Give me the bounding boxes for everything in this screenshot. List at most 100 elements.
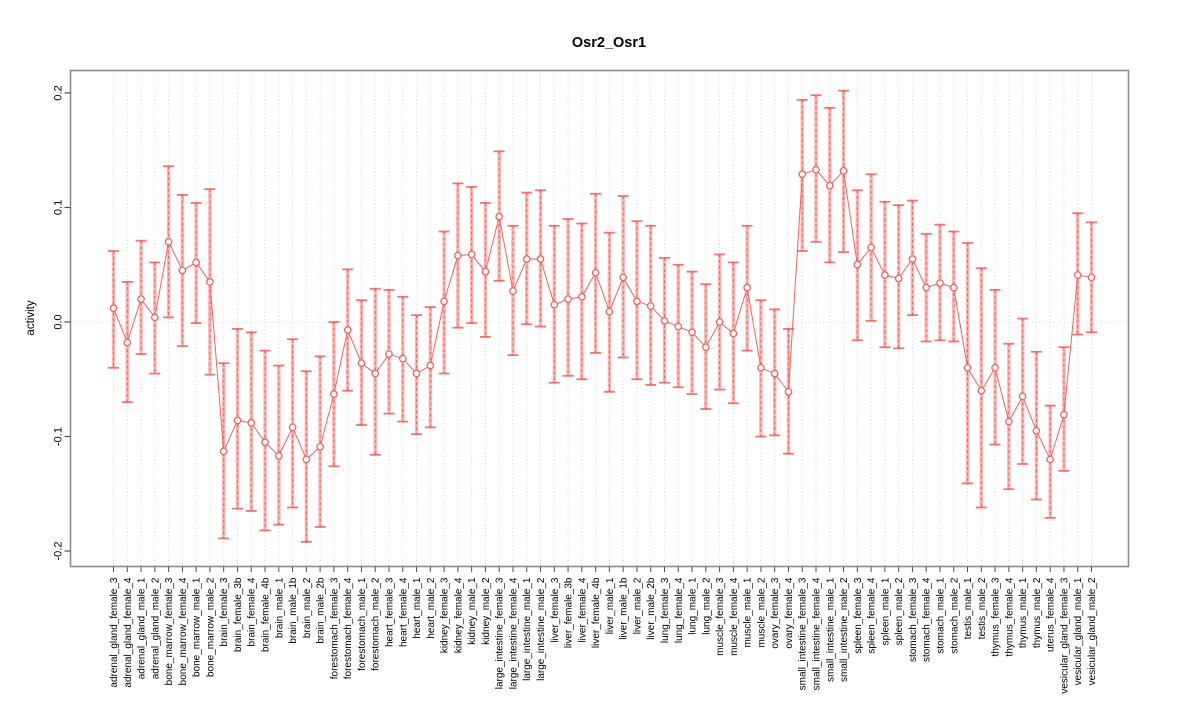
- x-tick-label: brain_female_3: [219, 577, 230, 646]
- data-point: [715, 318, 724, 326]
- data-point: [853, 260, 862, 269]
- x-tick-label: bone_marrow_male_2: [205, 577, 216, 677]
- x-tick-label: spleen_female_3: [853, 577, 864, 654]
- data-point: [564, 295, 572, 303]
- data-point: [495, 212, 504, 221]
- data-point: [247, 418, 256, 427]
- x-tick-label: large_intestine_male_1: [522, 577, 533, 681]
- x-tick-label: thymus_female_4: [1004, 577, 1015, 656]
- x-tick-label: brain_female_3b: [233, 577, 244, 652]
- data-point: [798, 170, 807, 179]
- data-point: [536, 255, 545, 263]
- x-axis-labels: adrenal_gland_female_3 adrenal_gland_fema…: [109, 577, 1098, 694]
- x-tick-label: forestomach_male_2: [371, 577, 382, 671]
- data-point: [150, 313, 159, 322]
- x-tick-label: liver_male_2b: [646, 577, 657, 640]
- data-point: [330, 390, 338, 398]
- data-point: [688, 328, 696, 337]
- data-point: [701, 343, 710, 352]
- data-point: [219, 447, 228, 456]
- x-tick-label: kidney_female_4: [453, 577, 464, 653]
- data-point: [467, 250, 476, 259]
- x-tick-label: large_intestine_female_3: [495, 577, 506, 689]
- data-point: [1046, 455, 1055, 464]
- data-point: [1073, 271, 1082, 279]
- y-tick-label: -0.2: [53, 542, 65, 561]
- x-tick-label: stomach_male_2: [949, 577, 960, 654]
- data-point: [784, 388, 793, 396]
- x-tick-label: kidney_male_1: [467, 577, 478, 645]
- x-tick-label: liver_male_1b: [619, 577, 630, 640]
- x-tick-label: testis_male_2: [977, 577, 988, 639]
- data-point: [936, 279, 944, 287]
- data-point: [123, 338, 132, 347]
- x-tick-label: brain_male_1: [274, 577, 285, 638]
- data-point: [660, 316, 669, 325]
- y-tick-label: -0.1: [53, 427, 65, 446]
- data-point: [867, 243, 875, 252]
- x-tick-label: thymus_female_3: [991, 577, 1002, 656]
- data-point: [412, 369, 421, 378]
- vertical-gridlines: [113, 70, 1092, 567]
- plot-border: [69, 69, 1130, 568]
- x-tick-label: small_intestine_female_4: [812, 577, 823, 690]
- x-tick-label: liver_female_4: [577, 577, 588, 642]
- x-tick-label: testis_male_1: [963, 577, 974, 639]
- data-point: [371, 369, 380, 378]
- x-tick-label: uterus_female_4: [1046, 577, 1057, 652]
- x-tick-label: thymus_male_1: [1018, 577, 1029, 648]
- x-tick-label: adrenal_gland_male_2: [150, 577, 161, 679]
- data-point: [674, 322, 683, 331]
- data-point: [949, 283, 958, 292]
- x-tick-label: brain_male_2b: [316, 577, 327, 644]
- data-points: [109, 165, 1096, 464]
- data-point: [481, 267, 490, 276]
- x-tick-label: brain_male_1b: [288, 577, 299, 644]
- x-tick-label: ovary_female_3: [770, 577, 781, 649]
- x-tick-label: heart_male_2: [426, 577, 437, 639]
- x-tick-label: heart_female_3: [384, 577, 395, 647]
- data-point: [233, 416, 242, 425]
- x-tick-label: brain_male_2: [302, 577, 313, 638]
- y-tick-label: 0.2: [53, 85, 65, 100]
- data-point: [440, 297, 448, 306]
- y-tick-label: 0.0: [53, 314, 65, 329]
- data-point: [839, 166, 848, 175]
- x-tick-label: spleen_female_4: [867, 577, 878, 654]
- x-tick-label: vesicular_gland_male_2: [1087, 577, 1098, 685]
- data-point: [302, 455, 311, 464]
- x-tick-label: bone_marrow_female_3: [164, 577, 175, 685]
- data-point: [343, 326, 352, 334]
- data-point: [963, 363, 972, 372]
- x-tick-label: lung_male_1: [688, 577, 699, 635]
- x-tick-label: spleen_male_1: [880, 577, 891, 645]
- data-point: [1087, 273, 1096, 282]
- x-tick-label: adrenal_gland_male_1: [137, 577, 148, 679]
- data-point: [454, 251, 462, 260]
- data-point: [206, 278, 214, 286]
- data-point: [908, 255, 917, 263]
- x-tick-label: adrenal_gland_female_3: [109, 577, 120, 688]
- x-tick-label: brain_female_4: [247, 577, 258, 646]
- data-point: [633, 297, 641, 306]
- error-bars: [108, 89, 1097, 543]
- x-tick-label: ovary_female_4: [784, 577, 795, 649]
- data-point: [1032, 426, 1041, 435]
- data-point: [591, 268, 600, 277]
- x-tick-label: muscle_female_3: [715, 577, 726, 656]
- data-point: [577, 292, 586, 301]
- x-tick-label: liver_female_3b: [564, 577, 575, 648]
- x-tick-label: bone_marrow_male_1: [192, 577, 203, 677]
- x-tick-label: brain_female_4b: [261, 577, 272, 652]
- x-tick-label: liver_female_4b: [591, 577, 602, 648]
- data-point: [426, 361, 435, 370]
- x-tick-label: vesicular_gland_male_1: [1073, 577, 1084, 685]
- data-point: [137, 295, 145, 303]
- x-tick-label: lung_female_3: [660, 577, 671, 643]
- data-point: [316, 442, 324, 451]
- x-tick-label: adrenal_gland_female_4: [123, 577, 134, 688]
- x-tick-label: small_intestine_male_1: [825, 577, 836, 682]
- x-tick-label: liver_female_3: [550, 577, 561, 642]
